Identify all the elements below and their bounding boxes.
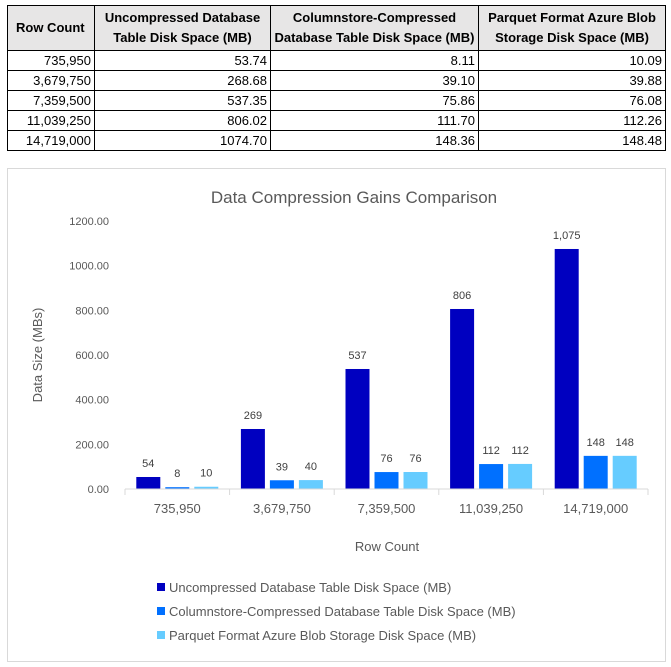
table-row: 3,679,750 268.68 39.10 39.88 <box>7 70 666 91</box>
table-row: 7,359,500 537.35 75.86 76.08 <box>7 90 666 111</box>
data-label: 112 <box>511 445 529 457</box>
x-tick-label: 3,679,750 <box>253 501 311 516</box>
bar <box>240 428 265 489</box>
cell-parquet: 39.88 <box>478 70 666 91</box>
header-uncompressed: Uncompressed Database Table Disk Space (… <box>94 5 271 51</box>
bar <box>136 476 161 489</box>
y-tick-label: 200.00 <box>75 439 109 451</box>
data-label: 148 <box>587 437 605 449</box>
cell-row-count: 11,039,250 <box>7 110 95 131</box>
cell-columnstore: 75.86 <box>270 90 479 111</box>
table-row: 11,039,250 806.02 111.70 112.26 <box>7 110 666 131</box>
data-label: 10 <box>200 468 212 480</box>
bar <box>345 368 370 489</box>
bar <box>479 464 504 489</box>
bar <box>450 308 475 489</box>
table-row: 14,719,000 1074.70 148.36 148.48 <box>7 130 666 151</box>
x-tick-label: 11,039,250 <box>459 501 523 516</box>
legend-label: Uncompressed Database Table Disk Space (… <box>169 580 451 595</box>
legend: Uncompressed Database Table Disk Space (… <box>157 580 516 643</box>
cell-columnstore: 8.11 <box>270 50 479 71</box>
data-label: 148 <box>616 437 634 449</box>
cell-uncompressed: 268.68 <box>94 70 271 91</box>
legend-label: Columnstore-Compressed Database Table Di… <box>169 604 516 619</box>
cell-columnstore: 148.36 <box>270 130 479 151</box>
cell-uncompressed: 1074.70 <box>94 130 271 151</box>
y-tick-label: 600.00 <box>75 350 109 362</box>
cell-parquet: 10.09 <box>478 50 666 71</box>
header-columnstore: Columnstore-Compressed Database Table Di… <box>270 5 479 51</box>
cell-uncompressed: 537.35 <box>94 90 271 111</box>
y-tick-label: 1000.00 <box>69 261 109 273</box>
cell-uncompressed: 806.02 <box>94 110 271 131</box>
y-tick-label: 800.00 <box>75 305 109 317</box>
x-tick-label: 735,950 <box>154 501 201 516</box>
bar <box>269 480 294 489</box>
y-tick-label: 1200.00 <box>69 216 109 228</box>
data-label: 269 <box>244 410 262 422</box>
cell-row-count: 3,679,750 <box>7 70 95 91</box>
legend-swatch <box>157 607 165 615</box>
cell-parquet: 76.08 <box>478 90 666 111</box>
cell-parquet: 148.48 <box>478 130 666 151</box>
chart-panel: Data Compression Gains Comparison Data S… <box>7 168 666 662</box>
data-label: 54 <box>142 458 154 470</box>
y-tick-label: 0.00 <box>88 484 109 496</box>
x-tick-label: 14,719,000 <box>563 501 628 516</box>
table-row: 735,950 53.74 8.11 10.09 <box>7 50 666 71</box>
data-label: 8 <box>174 468 180 480</box>
chart-title: Data Compression Gains Comparison <box>211 188 497 207</box>
cell-columnstore: 111.70 <box>270 110 479 131</box>
cell-parquet: 112.26 <box>478 110 666 131</box>
bar <box>508 463 533 489</box>
bar <box>165 487 190 489</box>
data-label: 76 <box>409 453 421 465</box>
data-table: Row Count Uncompressed Database Table Di… <box>7 5 666 151</box>
cell-row-count: 7,359,500 <box>7 90 95 111</box>
bar-chart: Data Compression Gains Comparison Data S… <box>30 188 649 643</box>
table-header-row: Row Count Uncompressed Database Table Di… <box>7 5 666 51</box>
legend-swatch <box>157 583 165 591</box>
data-label: 76 <box>380 453 392 465</box>
header-row-count: Row Count <box>7 5 95 51</box>
legend-swatch <box>157 631 165 639</box>
cell-row-count: 14,719,000 <box>7 130 95 151</box>
bar <box>554 248 579 489</box>
data-label: 112 <box>482 445 500 457</box>
y-axis: 0.00 200.00 400.00 600.00 800.00 1000.00 1200.… <box>69 216 109 496</box>
data-label: 1,075 <box>553 230 581 242</box>
cell-row-count: 735,950 <box>7 50 95 71</box>
y-axis-title: Data Size (MBs) <box>30 308 45 403</box>
bar-series-group <box>136 248 637 489</box>
bar <box>403 472 428 489</box>
data-label-group: 54 8 10 269 39 40 537 76 76 806 112 112 1,075 148 148 <box>142 230 634 480</box>
bar <box>374 472 399 489</box>
x-axis: 735,950 3,679,750 7,359,500 11,039,250 14,71… <box>124 488 649 516</box>
bar <box>612 455 637 489</box>
cell-columnstore: 39.10 <box>270 70 479 91</box>
data-label: 806 <box>453 290 471 302</box>
bar <box>583 455 608 489</box>
x-tick-label: 7,359,500 <box>358 501 416 516</box>
legend-label: Parquet Format Azure Blob Storage Disk S… <box>169 628 476 643</box>
data-label: 40 <box>305 461 317 473</box>
x-axis-title: Row Count <box>355 539 420 554</box>
data-label: 537 <box>348 350 366 362</box>
data-label: 39 <box>276 461 288 473</box>
header-parquet: Parquet Format Azure Blob Storage Disk S… <box>478 5 666 51</box>
y-tick-label: 400.00 <box>75 395 109 407</box>
cell-uncompressed: 53.74 <box>94 50 271 71</box>
bar <box>194 486 219 489</box>
bar <box>298 480 323 489</box>
